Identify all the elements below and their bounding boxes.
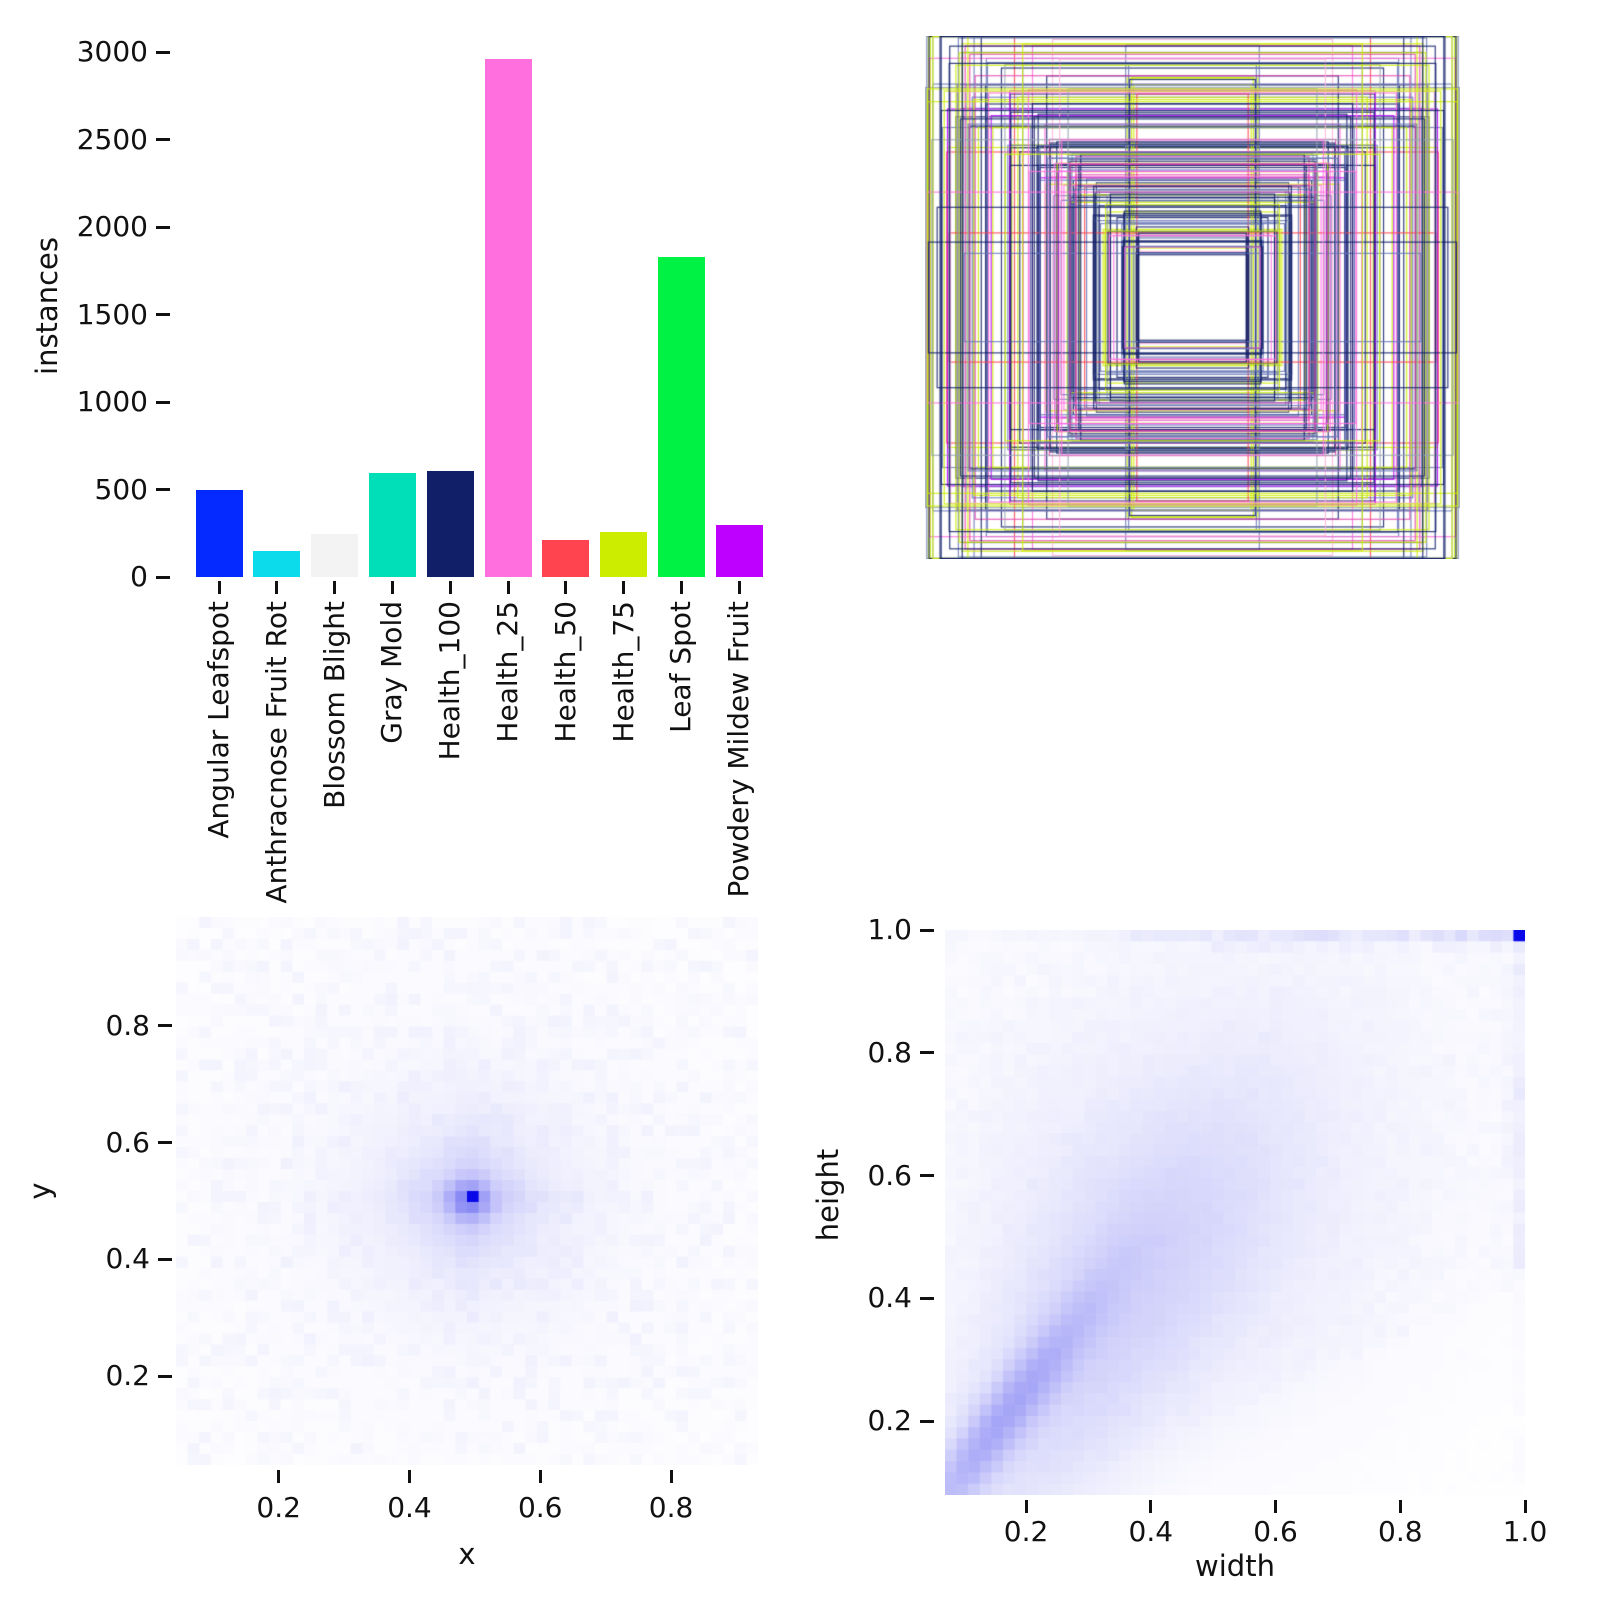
xy-y-tick-label: 0.6 xyxy=(105,1125,150,1159)
xy-y-tick-mark xyxy=(158,1257,172,1261)
xy-y-tick-mark xyxy=(158,1141,172,1144)
bar-category-label: Angular Leafspot xyxy=(202,601,235,839)
bar-y-tick-mark xyxy=(156,575,170,579)
wh-x-tick-label: 1.0 xyxy=(1502,1515,1548,1548)
xy-x-tick-mark xyxy=(669,1470,673,1483)
wh-y-tick-label: 0.8 xyxy=(867,1035,912,1069)
bar-y-tick-mark xyxy=(156,225,170,229)
bar-y-tick-mark xyxy=(156,50,170,54)
wh-y-tick-mark xyxy=(920,1051,934,1055)
bar-x-tick-mark xyxy=(679,581,683,594)
bar-y-tick-mark xyxy=(156,138,170,141)
bar-x-tick-mark xyxy=(217,581,221,594)
wh-y-tick-label: 0.4 xyxy=(867,1281,912,1315)
bar-health-75 xyxy=(600,532,648,577)
wh-y-tick-label: 0.2 xyxy=(867,1404,912,1438)
xy-y-tick-mark xyxy=(158,1024,172,1028)
bar-y-tick-mark xyxy=(156,313,170,316)
wh-x-tick-label: 0.2 xyxy=(1003,1515,1049,1548)
wh-y-tick-mark xyxy=(920,1296,934,1300)
xy-y-tick-label: 0.4 xyxy=(105,1242,150,1276)
wh-x-tick-mark xyxy=(1523,1500,1527,1513)
bar-x-tick-mark xyxy=(564,581,568,594)
bar-x-tick-mark xyxy=(333,581,337,594)
bar-angular-leafspot xyxy=(195,489,243,577)
wh-x-axis-label: width xyxy=(1195,1549,1275,1583)
xy-y-tick-label: 0.2 xyxy=(105,1359,150,1393)
xy-x-tick-mark xyxy=(538,1470,542,1483)
bar-anthracnose-fruit-rot xyxy=(253,550,301,577)
bar-category-label: Health_50 xyxy=(548,601,582,743)
xy-x-tick-label: 0.4 xyxy=(387,1491,432,1524)
bar-gray-mold xyxy=(368,473,416,577)
xy-y-axis-label: y xyxy=(23,1182,57,1200)
width-height-heatmap xyxy=(945,930,1525,1495)
class-instances-bar-chart: instances 0 500 1000 1500 2000 2500 3000 Angula… xyxy=(0,0,800,904)
wh-y-tick-mark xyxy=(920,1174,934,1178)
bar-y-tick-label: 1500 xyxy=(76,297,148,331)
xy-x-tick-mark xyxy=(407,1470,411,1483)
xy-x-axis-label: x xyxy=(458,1537,476,1571)
bar-powdery-mildew-fruit xyxy=(715,524,763,577)
bar-x-tick-mark xyxy=(506,581,510,594)
bounding-boxes-overlay xyxy=(925,36,1460,559)
xy-y-tick-mark xyxy=(158,1374,172,1378)
bar-y-tick-mark xyxy=(156,400,170,404)
bar-category-label: Anthracnose Fruit Rot xyxy=(259,601,293,904)
bar-category-label: Leaf Spot xyxy=(664,601,698,733)
bar-category-label: Blossom Blight xyxy=(317,601,351,809)
bar-y-tick-label: 1000 xyxy=(76,385,148,418)
wh-x-tick-mark xyxy=(1398,1500,1402,1513)
wh-y-tick-label: 0.6 xyxy=(867,1158,912,1192)
bar-category-label: Gray Mold xyxy=(375,601,409,744)
bar-x-tick-mark xyxy=(622,581,626,594)
bar-category-label: Health_25 xyxy=(491,601,524,743)
bar-x-tick-mark xyxy=(275,581,279,594)
bar-leaf-spot xyxy=(657,257,705,577)
xy-x-tick-label: 0.6 xyxy=(517,1491,563,1524)
wh-x-tick-mark xyxy=(1024,1500,1028,1513)
wh-x-tick-label: 0.8 xyxy=(1378,1515,1423,1548)
wh-x-tick-mark xyxy=(1149,1500,1153,1513)
bar-category-label: Health_75 xyxy=(606,601,640,743)
bar-x-tick-mark xyxy=(737,581,741,594)
xy-center-heatmap xyxy=(176,917,758,1465)
bar-health-25 xyxy=(484,59,532,577)
wh-y-tick-label: 1.0 xyxy=(867,913,912,946)
bar-y-tick-label: 3000 xyxy=(76,35,148,68)
bar-x-tick-mark xyxy=(448,581,452,594)
xy-x-tick-mark xyxy=(277,1470,281,1483)
bar-x-tick-mark xyxy=(390,581,394,594)
bar-category-label: Powdery Mildew Fruit xyxy=(722,601,756,898)
bar-blossom-blight xyxy=(311,533,359,577)
bar-y-tick-label: 500 xyxy=(94,472,148,506)
wh-y-tick-mark xyxy=(920,928,934,932)
bar-y-tick-mark xyxy=(156,488,170,491)
wh-y-tick-mark xyxy=(920,1419,934,1423)
bar-y-tick-label: 2500 xyxy=(76,122,148,156)
wh-x-tick-label: 0.4 xyxy=(1128,1515,1174,1548)
wh-x-tick-label: 0.6 xyxy=(1253,1515,1298,1548)
xy-x-tick-label: 0.8 xyxy=(648,1491,694,1524)
bar-category-label: Health_100 xyxy=(433,601,467,761)
bar-y-tick-label: 2000 xyxy=(76,210,148,243)
bar-health-100 xyxy=(426,470,474,577)
xy-x-tick-label: 0.2 xyxy=(256,1491,301,1524)
bar-health-50 xyxy=(542,539,590,577)
bar-y-tick-label: 0 xyxy=(130,560,148,593)
xy-y-tick-label: 0.8 xyxy=(105,1008,150,1042)
wh-x-tick-mark xyxy=(1274,1500,1278,1513)
